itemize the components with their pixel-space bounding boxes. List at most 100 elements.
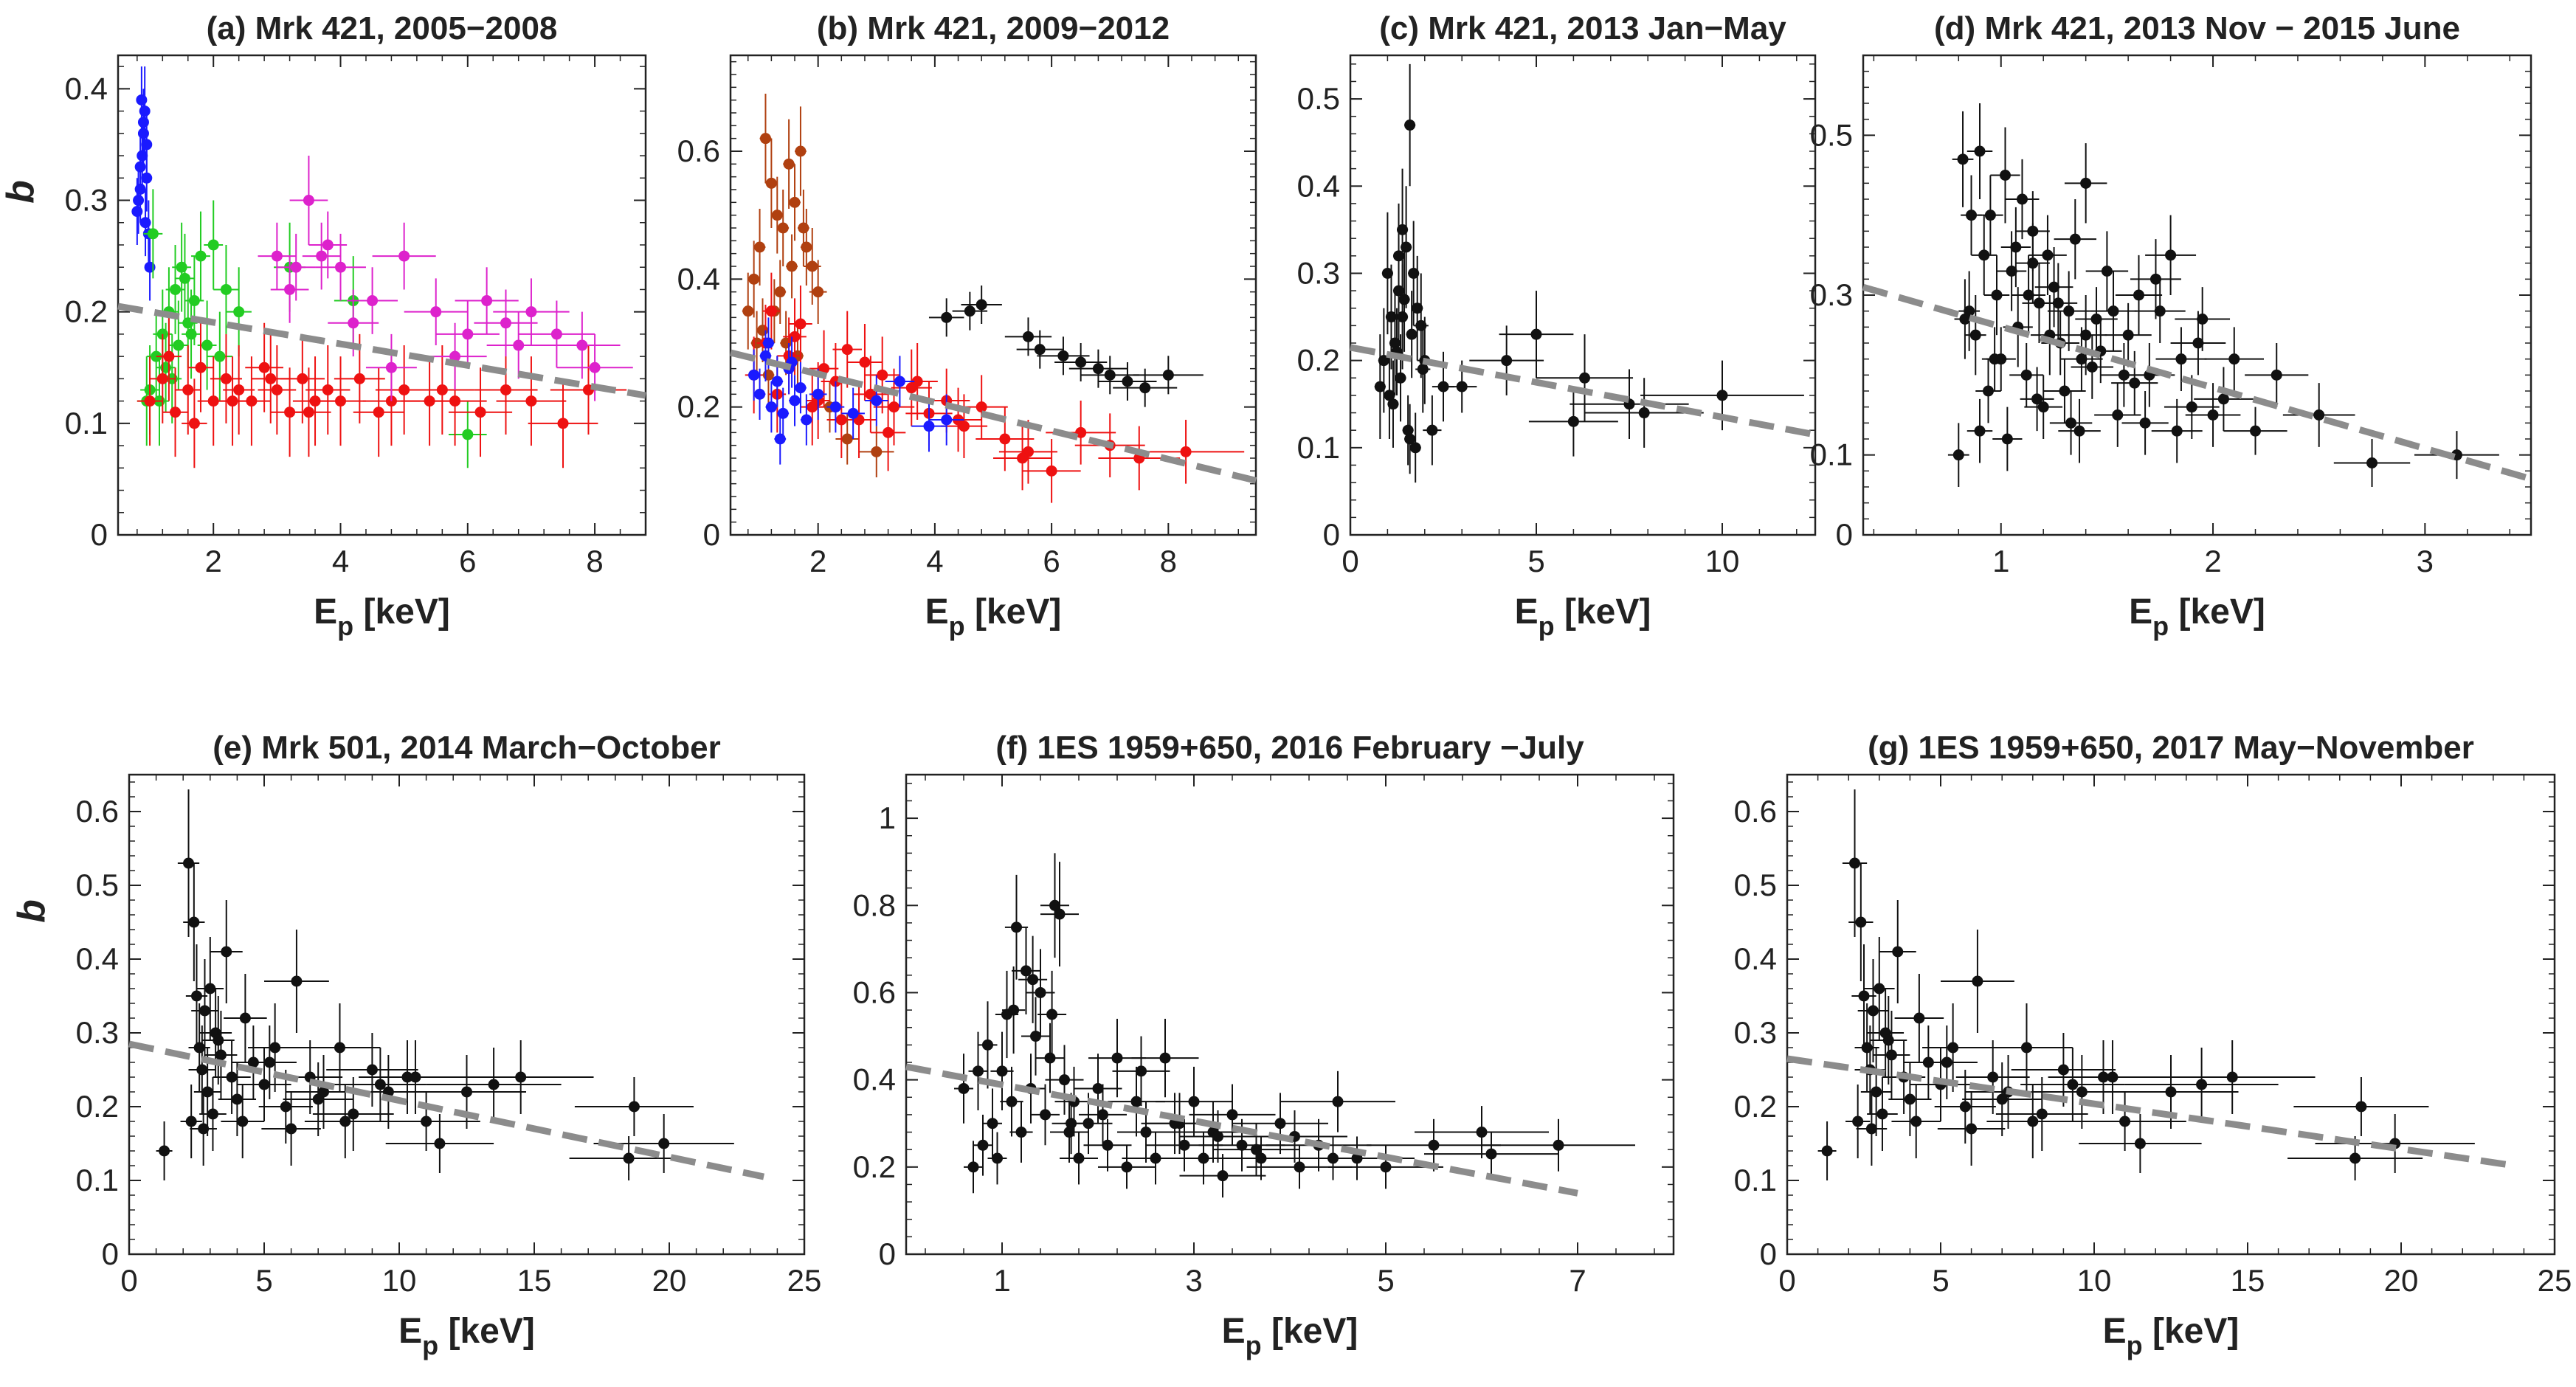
y-tick-label: 0.8 — [853, 888, 896, 922]
x-axis-label-sub: p — [1246, 1330, 1262, 1360]
data-point — [2016, 193, 2028, 205]
y-tick-label: 0.3 — [1297, 255, 1340, 290]
data-point — [2112, 409, 2124, 421]
data-point — [303, 195, 314, 207]
data-point — [462, 429, 474, 440]
data-point — [1274, 1118, 1286, 1130]
data-point — [754, 388, 766, 400]
panel-b: (b) Mrk 421, 2009−2012 2 4 6 8 0 0.2 0.4 0.6 Ep [… — [677, 10, 1257, 641]
data-point — [1553, 1139, 1564, 1151]
data-point — [748, 369, 760, 381]
data-point — [1415, 319, 1427, 331]
x-tick-label: 1 — [1992, 544, 2009, 578]
y-tick-label: 0.4 — [853, 1062, 896, 1097]
data-point — [339, 1116, 351, 1127]
data-point — [888, 401, 900, 413]
data-point — [215, 1049, 227, 1061]
data-point — [2090, 314, 2102, 325]
data-point — [2149, 273, 2161, 285]
data-point — [2042, 249, 2054, 261]
data-point — [185, 1116, 197, 1127]
y-tick-label: 1 — [879, 800, 896, 835]
data-point — [263, 1056, 275, 1068]
data-point — [1852, 1116, 1864, 1127]
data-point — [2196, 1079, 2208, 1090]
data-point — [233, 384, 245, 395]
data-point — [239, 1012, 251, 1024]
data-point — [335, 261, 347, 273]
panel-title: (d) Mrk 421, 2013 Nov − 2015 June — [1934, 10, 2460, 46]
panel-title: (g) 1ES 1959+650, 2017 May−November — [1868, 730, 2474, 766]
data-point — [220, 283, 232, 295]
data-point — [1378, 355, 1389, 367]
data-point — [316, 250, 328, 262]
data-point — [1957, 153, 1969, 165]
data-point — [201, 1086, 213, 1098]
data-point — [269, 1042, 281, 1054]
data-point — [1217, 1170, 1229, 1182]
data-point — [1092, 363, 1104, 375]
fit-line — [1862, 283, 2532, 482]
data-point — [1011, 921, 1022, 933]
data-point — [2119, 1116, 2131, 1127]
data-point — [265, 373, 277, 384]
data-point — [1638, 407, 1650, 419]
data-point — [1428, 1139, 1440, 1151]
data-point — [992, 1152, 1003, 1164]
data-point — [795, 382, 807, 394]
data-point — [398, 250, 410, 262]
data-point — [1380, 1161, 1392, 1173]
data-point — [185, 328, 197, 340]
data-point — [348, 1108, 359, 1120]
data-point — [1251, 1144, 1262, 1155]
plot-frame — [128, 773, 806, 1256]
data-point — [2086, 362, 2098, 373]
data-point — [789, 196, 801, 208]
data-point — [1397, 311, 1409, 323]
data-point — [1974, 425, 1986, 437]
data-point — [2048, 281, 2060, 293]
data-point — [1022, 331, 1034, 342]
panel-title: (a) Mrk 421, 2005−2008 — [207, 10, 558, 46]
data-point — [1035, 986, 1046, 998]
series-black — [1817, 789, 2475, 1180]
data-point — [1987, 1071, 1999, 1083]
data-point — [1398, 294, 1410, 305]
x-axis-label-main: E — [398, 1312, 422, 1351]
data-point — [1008, 1004, 1020, 1016]
data-point — [1021, 965, 1032, 977]
data-point — [911, 376, 923, 387]
data-point — [777, 222, 789, 234]
y-tick-label: 0.4 — [65, 71, 108, 106]
data-point — [2107, 1071, 2119, 1083]
y-tick-label: 0.5 — [1297, 81, 1340, 116]
data-point — [188, 916, 200, 928]
data-point — [576, 339, 588, 351]
data-point — [2020, 1042, 2032, 1054]
x-axis-label: Ep [keV] — [1222, 1312, 1358, 1360]
fit-line — [905, 1063, 1578, 1197]
data-point — [1941, 1056, 1952, 1068]
data-point — [2031, 393, 2043, 405]
data-point — [2192, 337, 2204, 349]
data-point — [1476, 1127, 1488, 1138]
data-point — [1385, 311, 1397, 323]
data-point — [430, 306, 442, 318]
data-point — [322, 384, 334, 395]
data-point — [1030, 1031, 1041, 1042]
data-point — [179, 272, 190, 284]
data-point — [1073, 1152, 1085, 1164]
data-point — [474, 407, 486, 418]
data-point — [193, 1042, 205, 1054]
x-tick-label: 25 — [787, 1263, 822, 1298]
data-point — [513, 339, 525, 351]
data-point — [297, 373, 308, 384]
data-point — [237, 1116, 249, 1127]
x-tick-label: 0 — [120, 1263, 137, 1298]
data-point — [2186, 401, 2197, 413]
x-tick-label: 6 — [1043, 544, 1060, 578]
series-red — [137, 311, 627, 468]
x-axis-label-unit: [keV] — [1262, 1312, 1358, 1351]
data-point — [987, 1118, 998, 1130]
data-point — [1966, 210, 1978, 221]
